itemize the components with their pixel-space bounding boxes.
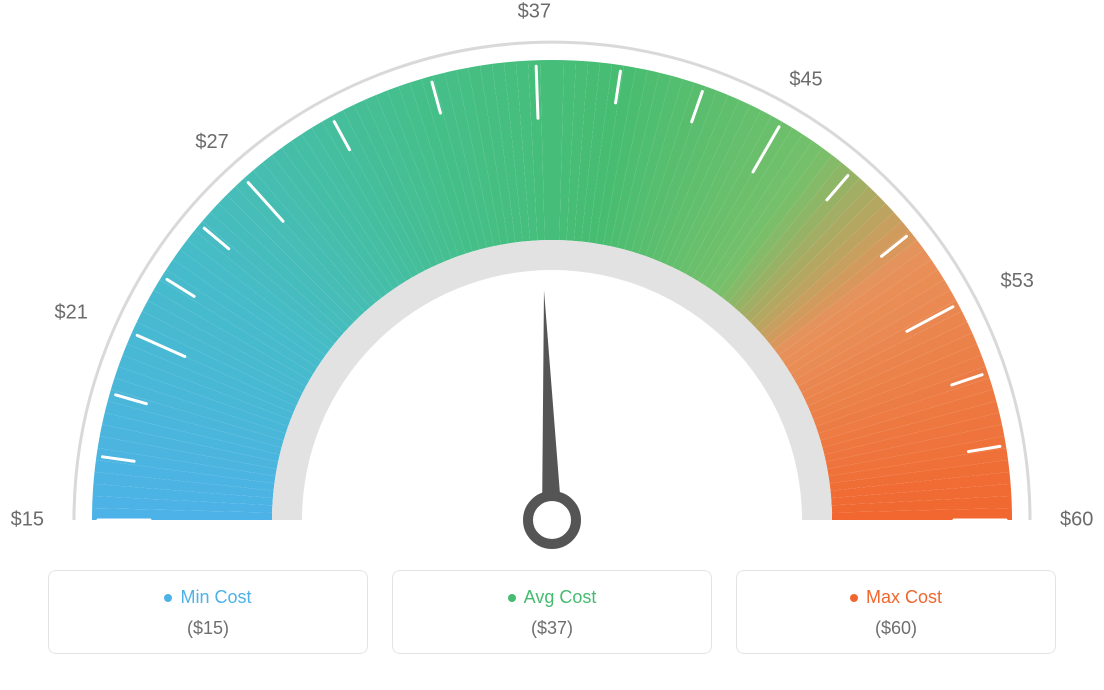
gauge-tick-label: $21 bbox=[55, 302, 88, 324]
gauge-tick-label: $60 bbox=[1060, 508, 1093, 530]
legend-card-min: Min Cost ($15) bbox=[48, 570, 368, 654]
gauge-chart: $15 $21 $27 $37 $45 $53 $60 bbox=[0, 0, 1104, 560]
legend-value-max: ($60) bbox=[737, 618, 1055, 639]
gauge-tick-label: $37 bbox=[518, 1, 551, 23]
legend-dot-min bbox=[164, 594, 172, 602]
legend-dot-max bbox=[850, 594, 858, 602]
gauge-tick-label: $45 bbox=[789, 68, 822, 90]
legend-title-min: Min Cost bbox=[164, 587, 251, 608]
legend-card-avg: Avg Cost ($37) bbox=[392, 570, 712, 654]
gauge-tick-label: $27 bbox=[195, 131, 228, 153]
gauge-tick-label: $53 bbox=[1001, 270, 1034, 292]
gauge-pivot bbox=[528, 496, 576, 544]
legend-dot-avg bbox=[508, 594, 516, 602]
legend-label-max: Max Cost bbox=[866, 587, 942, 608]
legend-value-min: ($15) bbox=[49, 618, 367, 639]
gauge-tick-label: $15 bbox=[11, 508, 44, 530]
legend-label-min: Min Cost bbox=[180, 587, 251, 608]
legend-label-avg: Avg Cost bbox=[524, 587, 597, 608]
legend-title-avg: Avg Cost bbox=[508, 587, 597, 608]
legend-value-avg: ($37) bbox=[393, 618, 711, 639]
legend-title-max: Max Cost bbox=[850, 587, 942, 608]
gauge-needle bbox=[542, 290, 562, 520]
legend-card-max: Max Cost ($60) bbox=[736, 570, 1056, 654]
gauge-svg: $15 $21 $27 $37 $45 $53 $60 bbox=[0, 0, 1104, 560]
legend-row: Min Cost ($15) Avg Cost ($37) Max Cost ($60) bbox=[0, 570, 1104, 654]
